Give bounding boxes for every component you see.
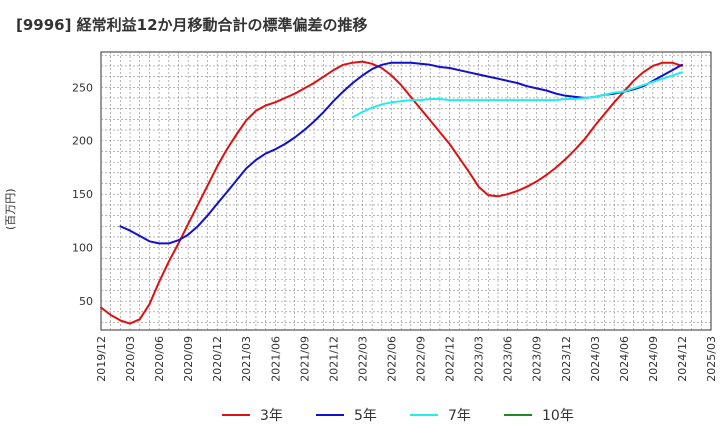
legend-swatch [504, 414, 532, 416]
x-tick-label: 2023/06 [502, 336, 515, 382]
legend-item: 3年 [222, 400, 283, 430]
y-tick-label: 50 [79, 295, 93, 308]
x-tick-label: 2019/12 [95, 336, 108, 382]
legend-label: 7年 [448, 408, 471, 424]
legend-item: 7年 [410, 400, 471, 430]
x-tick-label: 2025/03 [705, 336, 718, 382]
legend-item: 5年 [316, 400, 377, 430]
x-tick-label: 2020/12 [211, 336, 224, 382]
legend-swatch [316, 414, 344, 416]
x-tick-label: 2020/03 [124, 336, 137, 382]
series-line [351, 71, 683, 119]
legend-label: 10年 [542, 408, 574, 424]
x-tick-label: 2021/09 [298, 336, 311, 382]
y-tick-label: 250 [72, 81, 93, 94]
legend-item: 10年 [504, 400, 574, 430]
x-tick-label: 2023/09 [531, 336, 544, 382]
x-tick-label: 2021/06 [269, 336, 282, 382]
series-line [100, 60, 683, 325]
y-tick-label: 200 [72, 135, 93, 148]
x-tick-label: 2024/12 [676, 336, 689, 382]
x-tick-label: 2023/12 [560, 336, 573, 382]
legend-swatch [410, 414, 438, 416]
chart-legend: 3年 5年 7年 10年 [0, 400, 720, 430]
y-tick-label: 100 [72, 242, 93, 255]
x-tick-label: 2022/06 [385, 336, 398, 382]
x-tick-label: 2022/03 [356, 336, 369, 382]
plot-area [100, 51, 712, 331]
legend-swatch [222, 414, 250, 416]
x-tick-label: 2021/12 [327, 336, 340, 382]
x-tick-label: 2020/06 [153, 336, 166, 382]
line-chart: 50 100 150 200 250 2019/12 2020/03 2020/06 2020/… [72, 51, 718, 382]
legend-label: 3年 [260, 408, 283, 424]
x-tick-label: 2020/09 [182, 336, 195, 382]
chart-title: [9996] 経常利益12か月移動合計の標準偏差の推移 [16, 16, 368, 34]
y-tick-label: 150 [72, 188, 93, 201]
x-tick-label: 2021/03 [240, 336, 253, 382]
x-tick-label: 2022/12 [444, 336, 457, 382]
x-tick-label: 2024/03 [589, 336, 602, 382]
x-tick-label: 2023/03 [473, 336, 486, 382]
x-tick-label: 2024/06 [618, 336, 631, 382]
x-tick-label: 2022/09 [415, 336, 428, 382]
x-tick-label: 2024/09 [647, 336, 660, 382]
legend-label: 5年 [354, 408, 377, 424]
